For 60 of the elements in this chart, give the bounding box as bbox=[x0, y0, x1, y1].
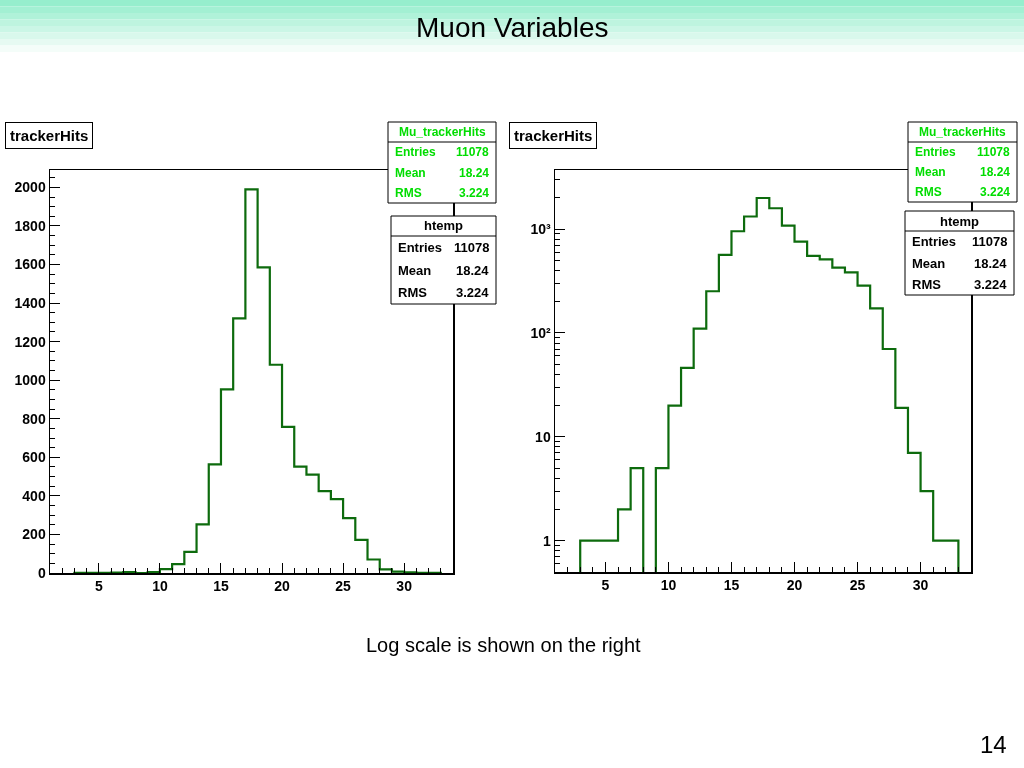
annotation: RMS bbox=[395, 186, 422, 200]
x-tick-label: 15 bbox=[213, 578, 229, 595]
text: Mu_trackerHits bbox=[919, 125, 1007, 139]
text: 18.24 bbox=[980, 165, 1011, 179]
text: 14 bbox=[980, 731, 1007, 758]
y-tick-label: 10² bbox=[530, 324, 552, 341]
y-tick-label: 10 bbox=[535, 428, 551, 445]
text: 11078 bbox=[456, 145, 490, 159]
text: 18.24 bbox=[974, 256, 1008, 271]
text: 3.224 bbox=[459, 186, 490, 200]
text: 11078 bbox=[454, 240, 490, 255]
y-tick-label: 1 bbox=[542, 532, 551, 549]
annotation: Mean bbox=[398, 263, 432, 278]
annotation: Entries bbox=[912, 234, 957, 249]
x-tick-label: 30 bbox=[912, 577, 929, 594]
annotation: Mean bbox=[395, 166, 426, 180]
annotation: RMS bbox=[912, 277, 942, 292]
x-tick-label: 15 bbox=[723, 577, 740, 594]
y-tick-label: 1600 bbox=[14, 256, 46, 273]
text: 11078 bbox=[977, 145, 1011, 159]
x-tick-label: 30 bbox=[396, 578, 413, 595]
y-tick-label: 1800 bbox=[14, 217, 46, 234]
annotation: htemp bbox=[940, 214, 980, 229]
annotation: RMS bbox=[915, 185, 942, 199]
y-tick-label: 1200 bbox=[14, 333, 46, 350]
y-tick-label: 800 bbox=[22, 410, 46, 427]
text: Entries bbox=[915, 145, 957, 159]
annotation: RMS bbox=[398, 285, 428, 300]
text: 11078 bbox=[972, 234, 1008, 249]
annotation: Mean bbox=[915, 165, 946, 179]
x-tick-label: 25 bbox=[335, 578, 352, 595]
text: Log scale is shown on the right bbox=[366, 634, 642, 656]
text: 18.24 bbox=[459, 166, 490, 180]
text: 3.224 bbox=[974, 277, 1008, 292]
y-tick-label: 400 bbox=[22, 487, 46, 504]
x-tick-label: 5 bbox=[94, 578, 103, 595]
annotation: Entries bbox=[398, 240, 443, 255]
y-tick-label: 0 bbox=[37, 564, 46, 581]
text: Mu_trackerHits bbox=[399, 125, 487, 139]
text: Entries bbox=[395, 145, 437, 159]
chart-title: trackerHits bbox=[10, 127, 89, 144]
y-tick-label: 1000 bbox=[14, 372, 46, 389]
text: 3.224 bbox=[980, 185, 1011, 199]
y-tick-label: 600 bbox=[22, 449, 46, 466]
x-tick-label: 25 bbox=[849, 577, 866, 594]
y-tick-label: 1400 bbox=[14, 294, 46, 311]
annotation: Mean bbox=[912, 256, 946, 271]
x-tick-label: 5 bbox=[601, 577, 610, 594]
chart-title: trackerHits bbox=[514, 127, 593, 144]
text: 3.224 bbox=[456, 285, 490, 300]
x-tick-label: 20 bbox=[786, 577, 803, 594]
x-tick-label: 10 bbox=[152, 578, 168, 595]
text: 18.24 bbox=[456, 263, 490, 278]
y-tick-label: 2000 bbox=[14, 179, 46, 196]
y-tick-label: 10³ bbox=[530, 220, 552, 237]
annotation: htemp bbox=[424, 218, 464, 233]
text: Muon Variables bbox=[416, 12, 609, 43]
y-tick-label: 200 bbox=[22, 526, 46, 543]
x-tick-label: 10 bbox=[660, 577, 677, 594]
x-tick-label: 20 bbox=[274, 578, 291, 595]
